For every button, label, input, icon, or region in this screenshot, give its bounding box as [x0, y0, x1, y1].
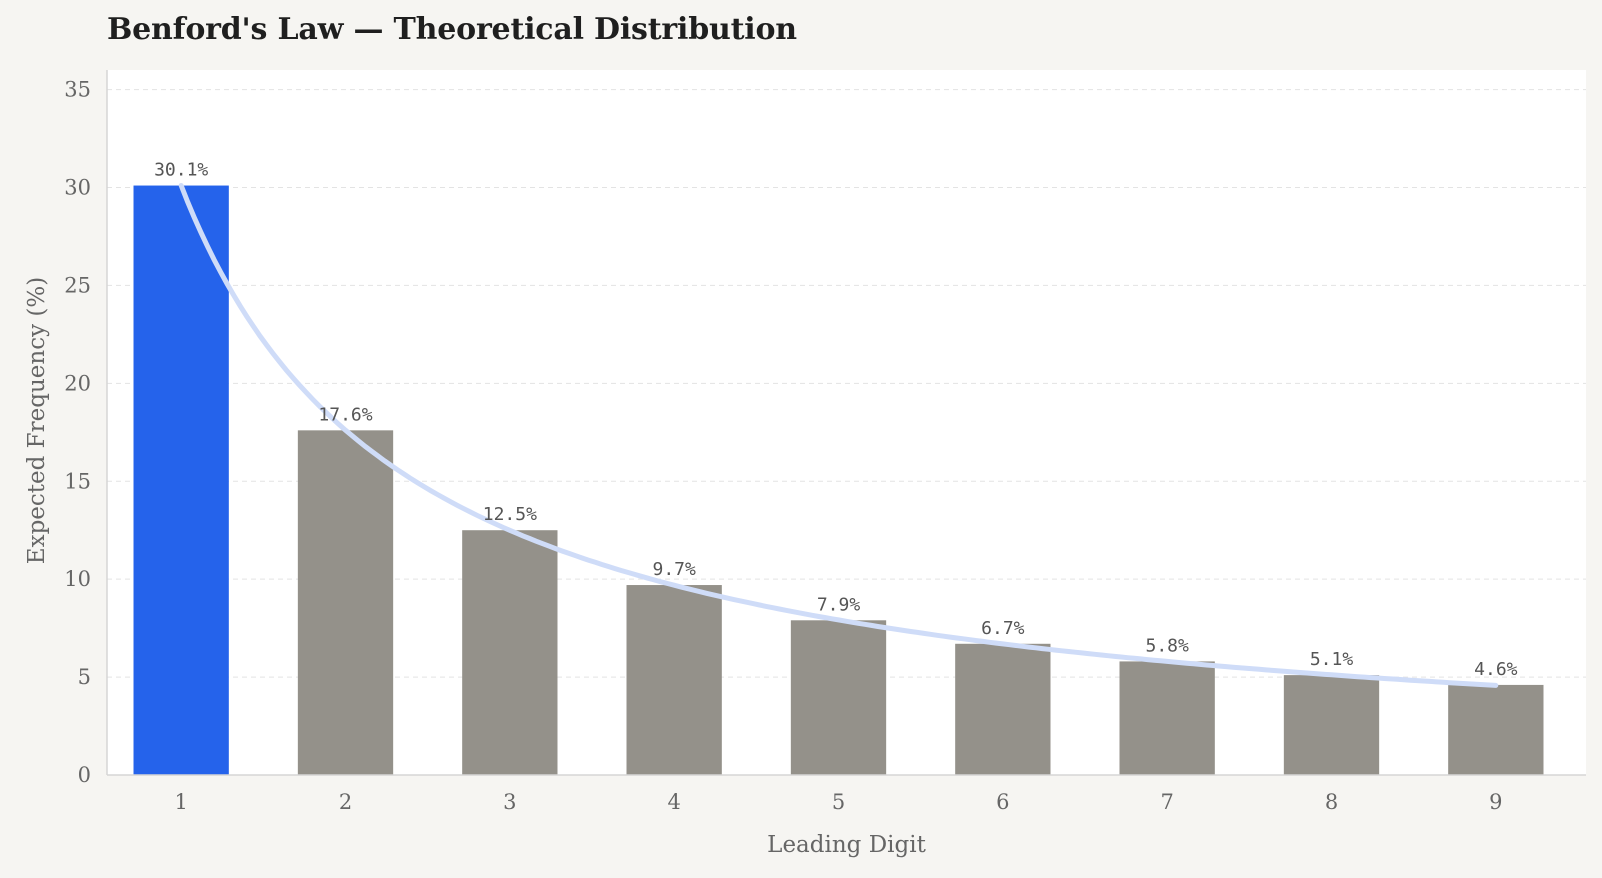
- bar-digit-5: [790, 620, 887, 775]
- y-tick-label: 10: [64, 567, 91, 591]
- chart-title: Benford's Law — Theoretical Distribution: [107, 12, 797, 47]
- data-label: 12.5%: [483, 504, 537, 525]
- data-label: 7.9%: [817, 594, 861, 615]
- axes: 0 5 10 15 20 25 30 35 1 2 3 4 5 6 7 8 9: [64, 70, 1586, 814]
- y-tick-label: 35: [64, 78, 91, 102]
- x-tick-label: 7: [1160, 790, 1173, 814]
- bar-digit-1: [133, 185, 229, 775]
- y-tick-label: 5: [78, 665, 91, 689]
- y-tick-label: 25: [64, 273, 91, 297]
- x-tick-label: 4: [667, 790, 680, 814]
- data-label: 4.6%: [1474, 659, 1518, 680]
- bar-digit-7: [1119, 661, 1215, 775]
- x-axis-label: Leading Digit: [767, 832, 926, 858]
- y-tick-label: 20: [64, 371, 91, 395]
- bar-digit-2: [297, 430, 394, 775]
- data-label: 30.1%: [154, 160, 208, 181]
- x-tick-label: 2: [339, 790, 352, 814]
- data-label: 5.1%: [1310, 649, 1354, 670]
- bar-digit-3: [462, 530, 558, 775]
- data-label: 9.7%: [652, 559, 696, 580]
- x-tick-label: 5: [832, 790, 845, 814]
- y-axis-label: Expected Frequency (%): [24, 277, 50, 564]
- x-tick-label: 3: [503, 790, 516, 814]
- bar-digit-4: [626, 585, 722, 775]
- bar-digit-9: [1448, 684, 1544, 775]
- x-tick-label: 8: [1325, 790, 1338, 814]
- x-tick-label: 9: [1489, 790, 1502, 814]
- data-labels: 30.1% 17.6% 12.5% 9.7% 7.9% 6.7% 5.8% 5.1% 4.6%: [154, 160, 1518, 680]
- y-tick-label: 30: [64, 176, 91, 200]
- data-label: 17.6%: [318, 404, 372, 425]
- y-tick-label: 0: [78, 763, 91, 787]
- bars: [133, 185, 1544, 775]
- y-tick-label: 15: [64, 469, 91, 493]
- benford-curve: [178, 183, 1499, 688]
- data-label: 6.7%: [981, 618, 1025, 639]
- x-tick-label: 6: [996, 790, 1009, 814]
- bar-digit-8: [1283, 675, 1380, 775]
- x-tick-label: 1: [174, 790, 187, 814]
- data-label: 5.8%: [1145, 635, 1189, 656]
- bar-digit-6: [955, 643, 1051, 775]
